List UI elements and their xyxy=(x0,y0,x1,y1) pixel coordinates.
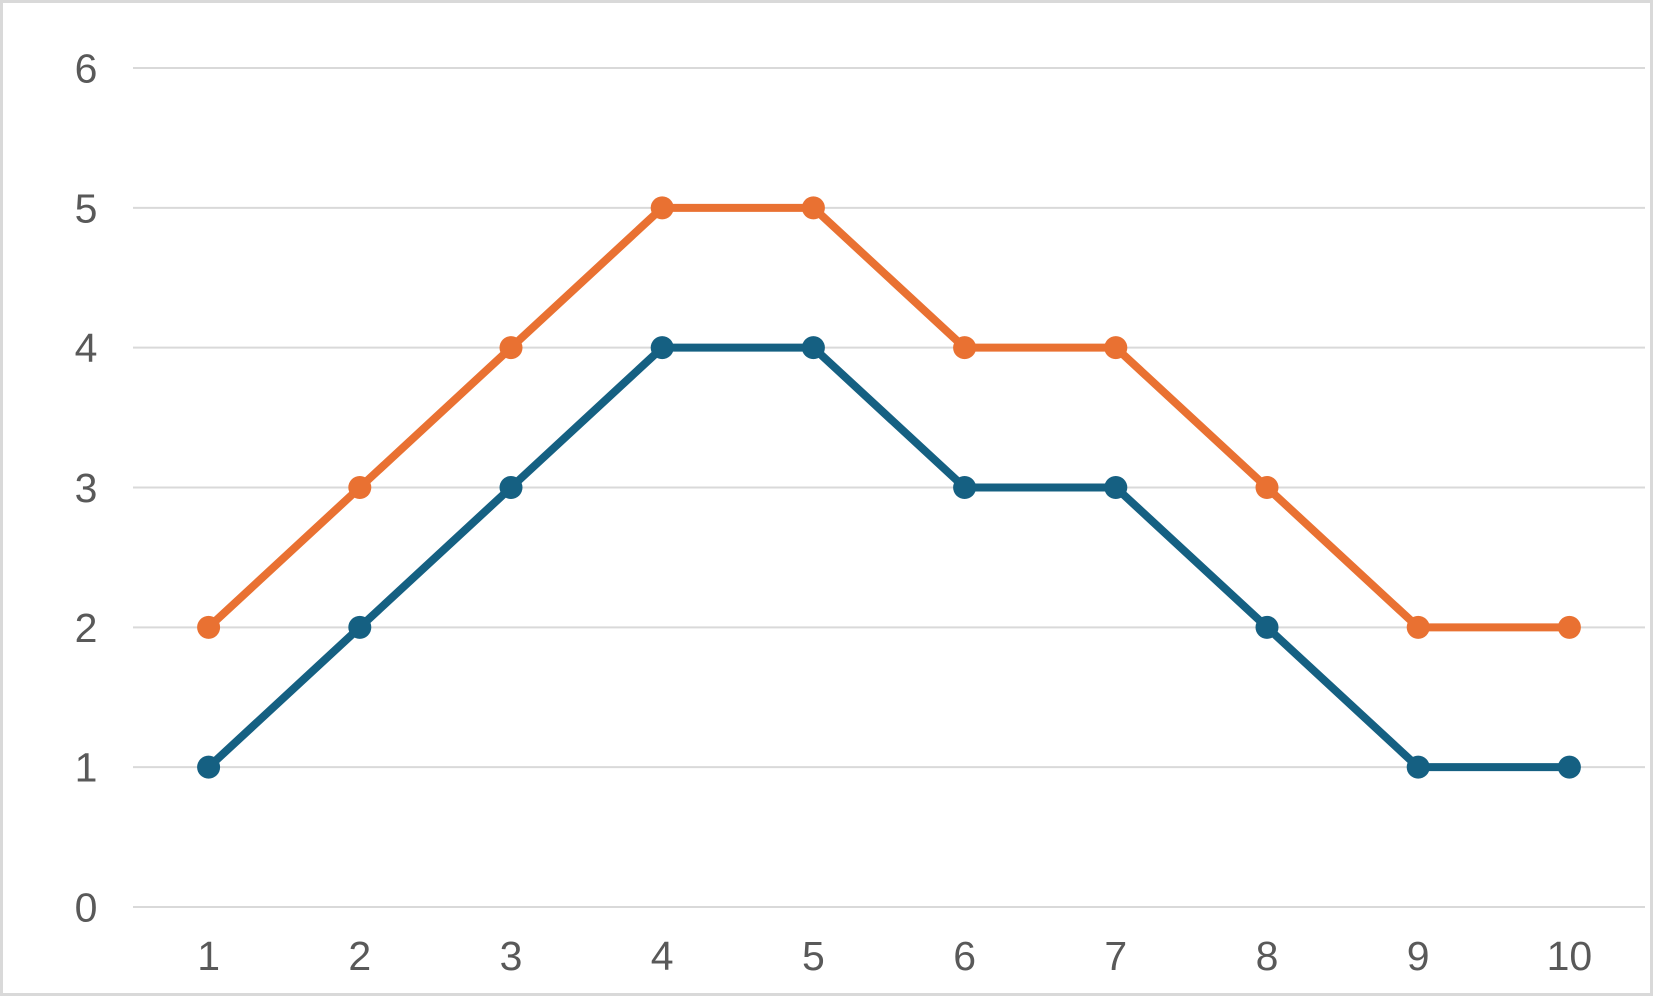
y-tick-label: 1 xyxy=(75,745,98,791)
data-point-marker-blue-series xyxy=(499,476,523,499)
data-point-marker-orange-series xyxy=(801,196,825,220)
x-tick-label: 8 xyxy=(1256,933,1279,979)
data-point-marker-blue-series xyxy=(650,336,674,360)
data-point-marker-orange-series xyxy=(499,336,523,360)
chart-canvas: 0 1 2 3 4 5 6 1 2 3 4 5 6 7 8 9 10 xyxy=(75,46,1645,979)
data-point-marker-orange-series xyxy=(1557,615,1581,639)
x-tick-label: 3 xyxy=(500,933,523,979)
data-point-marker-orange-series xyxy=(197,615,221,639)
x-tick-label: 9 xyxy=(1407,933,1430,979)
x-tick-label: 5 xyxy=(802,933,825,979)
y-tick-label: 4 xyxy=(75,325,98,371)
data-point-marker-orange-series xyxy=(953,336,977,360)
y-tick-label: 6 xyxy=(75,46,98,92)
line-chart: 0 1 2 3 4 5 6 1 2 3 4 5 6 7 8 9 10 xyxy=(43,19,1645,979)
data-point-marker-blue-series xyxy=(1255,615,1279,639)
data-point-marker-orange-series xyxy=(650,196,674,220)
data-point-marker-orange-series xyxy=(1406,615,1430,639)
y-tick-label: 3 xyxy=(75,465,98,511)
series-line-blue-series xyxy=(204,343,1574,772)
y-tick-label: 2 xyxy=(75,605,98,651)
x-tick-label: 2 xyxy=(348,933,371,979)
y-tick-label: 0 xyxy=(75,885,98,931)
data-point-marker-orange-series xyxy=(1255,476,1279,499)
data-point-marker-orange-series xyxy=(1104,336,1128,360)
x-tick-label: 6 xyxy=(953,933,976,979)
x-tick-label: 4 xyxy=(651,933,674,979)
data-point-marker-blue-series xyxy=(1557,755,1581,779)
data-point-marker-blue-series xyxy=(953,476,977,499)
x-tick-label: 1 xyxy=(197,933,220,979)
x-tick-label: 7 xyxy=(1104,933,1127,979)
x-tick-label: 10 xyxy=(1547,933,1593,979)
series-line-orange-series xyxy=(204,203,1574,632)
data-point-marker-blue-series xyxy=(1406,755,1430,779)
data-point-marker-blue-series xyxy=(197,755,221,779)
data-point-marker-blue-series xyxy=(348,615,372,639)
data-point-marker-blue-series xyxy=(801,336,825,360)
data-point-marker-blue-series xyxy=(1104,476,1128,499)
y-tick-label: 5 xyxy=(75,185,98,231)
data-point-marker-orange-series xyxy=(348,476,372,499)
